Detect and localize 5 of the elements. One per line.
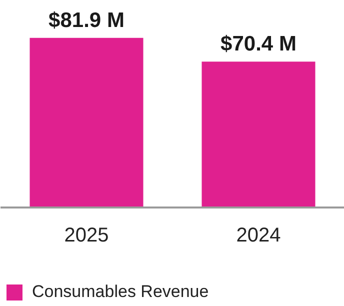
x-tick-label: 2025 bbox=[64, 224, 109, 246]
data-label: $81.9 M bbox=[48, 8, 124, 32]
x-tick-label: 2024 bbox=[236, 224, 281, 246]
data-label: $70.4 M bbox=[220, 32, 296, 56]
legend-label: Consumables Revenue bbox=[32, 282, 209, 302]
